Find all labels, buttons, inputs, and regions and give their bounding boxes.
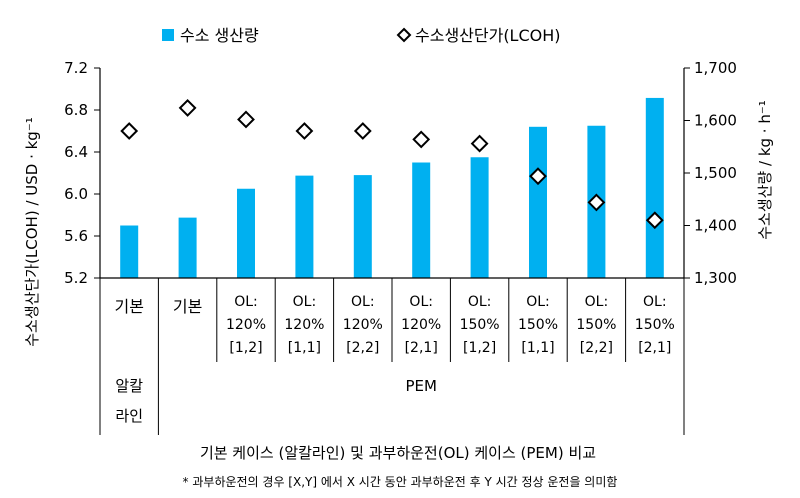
legend-marker-swatch xyxy=(396,27,412,43)
category-label: OL: xyxy=(643,294,667,310)
legend-bar-label: 수소 생산량 xyxy=(180,26,259,45)
bar xyxy=(470,157,489,278)
y-axis-left-title: 수소생산단가(LCOH) / USD · kg⁻¹ xyxy=(23,117,41,347)
group-label: 라인 xyxy=(115,407,143,425)
left-tick-label: 6.8 xyxy=(64,101,88,119)
plot-area: 5.25.66.06.46.87.2 1,3001,4001,5001,6001… xyxy=(64,59,737,287)
bar xyxy=(120,225,139,278)
category-label: 120% xyxy=(401,317,441,333)
left-tick-label: 6.4 xyxy=(64,143,88,161)
y-axis-right-title: 수소생산량 / kg · h⁻¹ xyxy=(756,100,774,240)
lcoh-marker xyxy=(178,98,197,117)
legend: 수소 생산량 수소생산단가(LCOH) xyxy=(162,26,561,45)
group-label: 알칼 xyxy=(115,377,143,395)
category-label: [1,2] xyxy=(229,340,262,356)
category-label: 150% xyxy=(460,317,500,333)
footnote: * 과부하운전의 경우 [X,Y] 에서 X 시간 동안 과부하운전 후 Y 시… xyxy=(183,475,618,489)
bar xyxy=(353,175,372,278)
category-label: [2,1] xyxy=(638,340,671,356)
right-axis-ticks: 1,300 1,400 1,500 1,600 1,700 xyxy=(684,59,737,287)
category-label: [2,2] xyxy=(346,340,379,356)
bar xyxy=(295,175,314,278)
category-label: OL: xyxy=(409,294,433,310)
left-tick-label: 5.6 xyxy=(64,227,88,245)
lcoh-marker xyxy=(412,130,431,149)
lcoh-marker xyxy=(120,122,139,140)
category-table: 기본 기본 OL: 120% [1,2] OL: 120% [1,1] OL: 120% [2,2]… xyxy=(99,277,685,435)
lcoh-marker xyxy=(237,110,255,129)
category-label: 기본 xyxy=(173,297,202,316)
lcoh-marker xyxy=(529,167,547,186)
bar xyxy=(645,97,664,278)
right-tick-label: 1,600 xyxy=(694,112,737,130)
legend-bar-swatch xyxy=(162,29,174,41)
category-label: 기본 xyxy=(114,297,143,316)
x-axis-title: 기본 케이스 (알칼라인) 및 과부하운전(OL) 케이스 (PEM) 비교 xyxy=(200,444,596,462)
category-label: 120% xyxy=(226,317,266,333)
category-label: 150% xyxy=(518,317,558,333)
bar xyxy=(237,188,255,278)
legend-marker-label: 수소생산단가(LCOH) xyxy=(415,26,561,45)
bar-series xyxy=(120,97,664,278)
category-label: [1,2] xyxy=(463,340,496,356)
marker-series xyxy=(120,98,664,230)
category-label: 120% xyxy=(343,317,383,333)
left-axis-ticks: 5.2 5.6 6.0 6.4 6.8 7.2 xyxy=(64,59,100,287)
lcoh-marker xyxy=(470,134,489,153)
bar xyxy=(529,126,547,278)
category-label: [1,1] xyxy=(521,340,554,356)
lcoh-marker xyxy=(645,211,664,230)
category-label: 150% xyxy=(635,317,675,333)
right-tick-label: 1,700 xyxy=(694,59,737,77)
category-label: [1,1] xyxy=(288,340,321,356)
category-label: [2,1] xyxy=(405,340,438,356)
right-tick-label: 1,500 xyxy=(694,164,737,182)
group-label: PEM xyxy=(405,377,436,395)
category-label: [2,2] xyxy=(580,340,613,356)
category-label: OL: xyxy=(351,294,375,310)
right-tick-label: 1,300 xyxy=(694,269,737,287)
category-label: 150% xyxy=(576,317,616,333)
left-tick-label: 5.2 xyxy=(64,269,88,287)
bar xyxy=(412,162,431,278)
category-label: OL: xyxy=(234,294,258,310)
category-label: OL: xyxy=(293,294,317,310)
lcoh-marker xyxy=(353,122,372,140)
lcoh-marker xyxy=(587,193,606,212)
left-tick-label: 7.2 xyxy=(64,59,88,77)
category-label: 120% xyxy=(284,317,324,333)
category-label: OL: xyxy=(585,294,609,310)
lcoh-marker xyxy=(295,122,314,140)
left-tick-label: 6.0 xyxy=(64,185,88,203)
category-label: OL: xyxy=(468,294,492,310)
bar xyxy=(178,217,197,278)
category-label: OL: xyxy=(526,294,550,310)
right-tick-label: 1,400 xyxy=(694,217,737,235)
